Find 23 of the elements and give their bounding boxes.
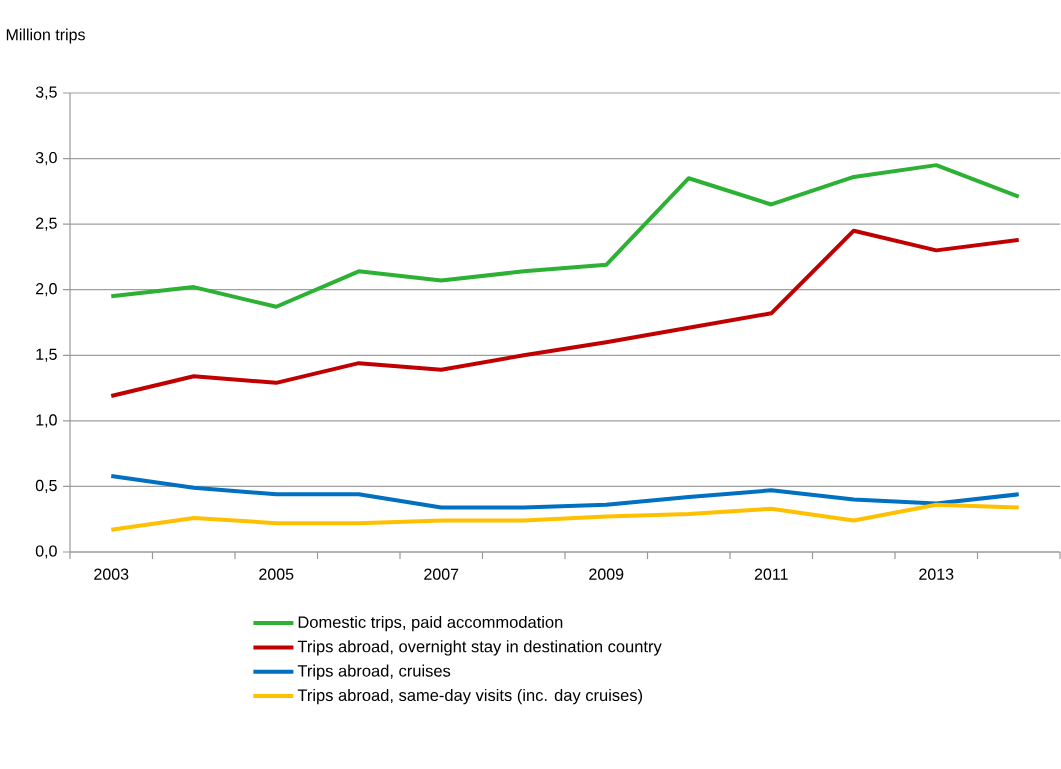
x-tick-label: 2013 <box>919 568 954 580</box>
x-tick-label: 2009 <box>589 568 624 580</box>
legend-label: Trips abroad, cruises <box>297 664 451 680</box>
legend-label: Domestic trips, paid accommodation <box>298 615 563 632</box>
y-tick-label: 3,5 <box>35 86 57 100</box>
line-series <box>109 228 1021 398</box>
y-axis-title: Million trips <box>6 28 85 44</box>
line-series <box>109 473 1021 510</box>
y-tick-label: 2,0 <box>36 283 57 297</box>
y-tick-label: 3,0 <box>35 151 57 166</box>
line-series <box>109 163 1021 309</box>
x-tick-label: 2003 <box>94 568 129 580</box>
y-tick-label: 1,5 <box>36 348 57 362</box>
y-tick-label: 1,0 <box>36 414 57 428</box>
legend-label: Trips abroad, overnight stay in destination country <box>297 640 662 656</box>
x-tick-label: 2007 <box>424 568 459 580</box>
x-tick-label: 2005 <box>259 568 294 580</box>
y-tick-label: 0,5 <box>35 479 57 494</box>
y-tick-label: 0,0 <box>35 545 57 559</box>
line-series <box>109 502 1021 532</box>
legend-label: Trips abroad, same-day visits (inc. day cruises) <box>297 688 643 705</box>
y-tick-label: 2,5 <box>36 217 57 231</box>
x-tick-label: 2011 <box>754 568 788 580</box>
